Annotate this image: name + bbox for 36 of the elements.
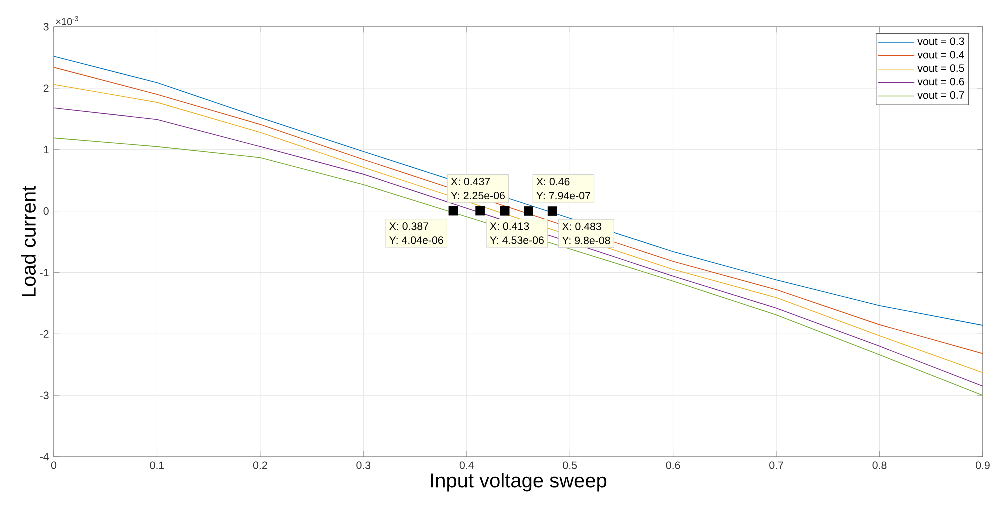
y-axis-title: Load current — [21, 186, 36, 297]
x-tick-label: 0.2 — [253, 462, 268, 470]
annotation: X: 0.46 — [536, 178, 570, 186]
x-tick-label: 0.1 — [150, 462, 164, 470]
annotation: Y: 4.53e-06 — [490, 236, 544, 244]
annotation: X: 0.483 — [562, 222, 602, 230]
x-tick-label: 0.6 — [666, 462, 680, 470]
y-tick-label: 3 — [44, 23, 49, 31]
y-tick-label: 0 — [44, 208, 49, 216]
x-tick-label: 0.9 — [976, 462, 990, 470]
x-tick-label: 0.5 — [563, 462, 578, 470]
x-tick-label: 0.7 — [770, 462, 784, 470]
y-tick-label: -2 — [40, 330, 49, 338]
x-tick-label: 0.4 — [460, 462, 474, 470]
legend-label: vout = 0.7 — [918, 92, 964, 100]
annotation: Y: 7.94e-07 — [536, 192, 590, 200]
annotation: X: 0.413 — [490, 222, 530, 230]
x-tick-label: 0.3 — [356, 462, 371, 470]
y-tick-label: 1 — [44, 146, 49, 154]
legend-label: vout = 0.6 — [918, 78, 964, 86]
annotation: Y: 4.04e-06 — [390, 236, 444, 244]
y-tick-label: -1 — [40, 269, 49, 276]
x-tick-label: 0.8 — [872, 462, 887, 470]
annotation: Y: 2.25e-06 — [451, 192, 505, 200]
x-tick-label: 0 — [51, 462, 57, 470]
y-tick-label: -3 — [40, 392, 49, 400]
legend-label: vout = 0.4 — [918, 51, 964, 59]
text: ×10$^{-3}$ — [56, 16, 78, 26]
annotation: X: 0.437 — [451, 178, 490, 186]
annotation: Y: 9.8e-08 — [562, 236, 610, 244]
annotation: X: 0.387 — [390, 222, 428, 230]
legend-label: vout = 0.3 — [918, 38, 964, 46]
y-tick-label: -4 — [40, 453, 49, 461]
x-axis-title: Input voltage sweep — [431, 473, 607, 492]
y-tick-label: 2 — [44, 84, 49, 92]
legend-label: vout = 0.5 — [918, 64, 964, 72]
